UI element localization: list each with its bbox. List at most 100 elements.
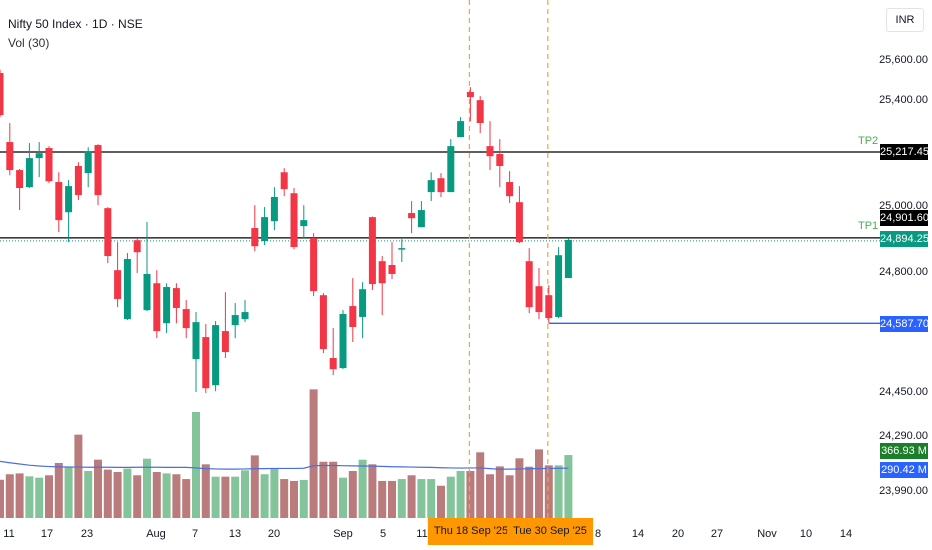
candle-body	[447, 146, 455, 193]
volume-bar	[505, 475, 514, 518]
price-tick: 24,450.00	[879, 386, 928, 398]
volume-bar	[388, 480, 396, 518]
volume-bar	[368, 464, 377, 518]
time-tick: Sep	[333, 528, 353, 540]
candle-body	[466, 92, 474, 98]
volume-bar	[407, 475, 416, 518]
volume-bar	[446, 476, 455, 518]
candle-body	[114, 270, 122, 300]
volume-bar	[74, 434, 83, 518]
candle-body	[427, 180, 435, 193]
volume-bar	[466, 471, 475, 518]
volume-bar	[182, 479, 191, 518]
candle-body	[290, 193, 298, 248]
volume-bar	[270, 468, 279, 518]
candle-body	[388, 265, 396, 274]
candle-body	[94, 145, 102, 196]
volume-bar	[427, 479, 436, 518]
volume-bar	[54, 462, 63, 518]
candle-body	[349, 306, 357, 328]
candle-body	[398, 248, 406, 250]
volume-bar	[113, 472, 122, 518]
price-tick: 25,000.00	[879, 200, 928, 212]
tp2-label: TP2	[858, 135, 879, 147]
candle-body	[408, 213, 416, 219]
candle-body	[45, 148, 53, 182]
time-tick: 13	[228, 528, 242, 540]
candle-body	[496, 154, 504, 166]
candle-body	[35, 153, 43, 159]
candle-body	[163, 287, 171, 324]
time-tick: 17	[40, 528, 54, 540]
volume-pane	[0, 389, 573, 518]
volume-bar	[231, 476, 240, 518]
volume-bar	[437, 485, 445, 518]
volume-bar	[260, 474, 269, 518]
volume-indicator-legend[interactable]: Vol (30)	[8, 36, 50, 50]
volume-bar	[0, 479, 4, 518]
volume-bar	[397, 479, 406, 518]
candle-body	[123, 259, 131, 320]
candle-body	[55, 182, 63, 221]
time-tick: 27	[710, 528, 724, 540]
volume-bar	[94, 459, 102, 518]
time-tick: Nov	[757, 528, 777, 540]
volume-bar	[290, 480, 298, 518]
candle-body	[6, 142, 14, 171]
volume-bar	[64, 466, 73, 518]
time-tick: 8	[594, 528, 602, 540]
volume-bar	[201, 464, 210, 518]
candle-body	[359, 289, 367, 317]
candle-body	[172, 288, 180, 308]
volume-ma-line	[0, 460, 569, 470]
volume-ma-tag: 290.42 M	[880, 462, 928, 478]
volume-bar	[535, 449, 543, 518]
candle-body	[545, 295, 553, 319]
volume-bar	[35, 477, 44, 518]
volume-bar	[84, 471, 93, 518]
candle-body	[564, 239, 572, 279]
volume-bar	[339, 477, 347, 518]
volume-bar	[329, 461, 338, 518]
volume-bar	[525, 466, 534, 518]
volume-bar	[544, 465, 553, 518]
time-tick: 20	[671, 528, 685, 540]
volume-bar	[152, 472, 161, 518]
candle-body	[251, 228, 259, 247]
time-tick: 14	[631, 528, 645, 540]
candle-body	[65, 186, 73, 213]
time-tick: 11	[3, 528, 15, 540]
candle-body	[535, 286, 543, 313]
candle-body	[555, 255, 563, 317]
tp2-price-tag: 25,217.45	[880, 144, 929, 160]
candle-body	[261, 217, 269, 242]
candle-body	[202, 337, 210, 389]
volume-bar	[358, 459, 367, 518]
time-tick: 11	[416, 528, 428, 540]
candle-body	[457, 121, 465, 138]
candle-body	[16, 170, 24, 189]
volume-tag: 366.93 M	[880, 443, 928, 459]
marker-date-label: Tue 30 Sep '25	[507, 518, 593, 545]
volume-bar	[133, 475, 142, 518]
time-tick: 23	[80, 528, 94, 540]
symbol-title[interactable]: Nifty 50 Index · 1D · NSE	[8, 17, 143, 31]
volume-bar	[241, 470, 249, 518]
candle-body	[329, 358, 337, 370]
volume-bar	[192, 411, 200, 518]
candle-body	[339, 313, 347, 369]
candle-body	[241, 312, 249, 320]
price-tick: 23,990.00	[879, 485, 928, 497]
candle-body	[310, 238, 318, 292]
candle-body	[506, 182, 514, 197]
time-tick: 10	[799, 528, 813, 540]
candle-body	[368, 217, 376, 285]
price-tick: 24,800.00	[879, 266, 928, 278]
currency-button[interactable]: INR	[886, 8, 924, 32]
candle-body	[221, 331, 229, 353]
volume-bar	[221, 476, 230, 518]
volume-bar	[564, 455, 573, 518]
volume-bar	[211, 476, 220, 518]
volume-bar	[103, 469, 112, 518]
